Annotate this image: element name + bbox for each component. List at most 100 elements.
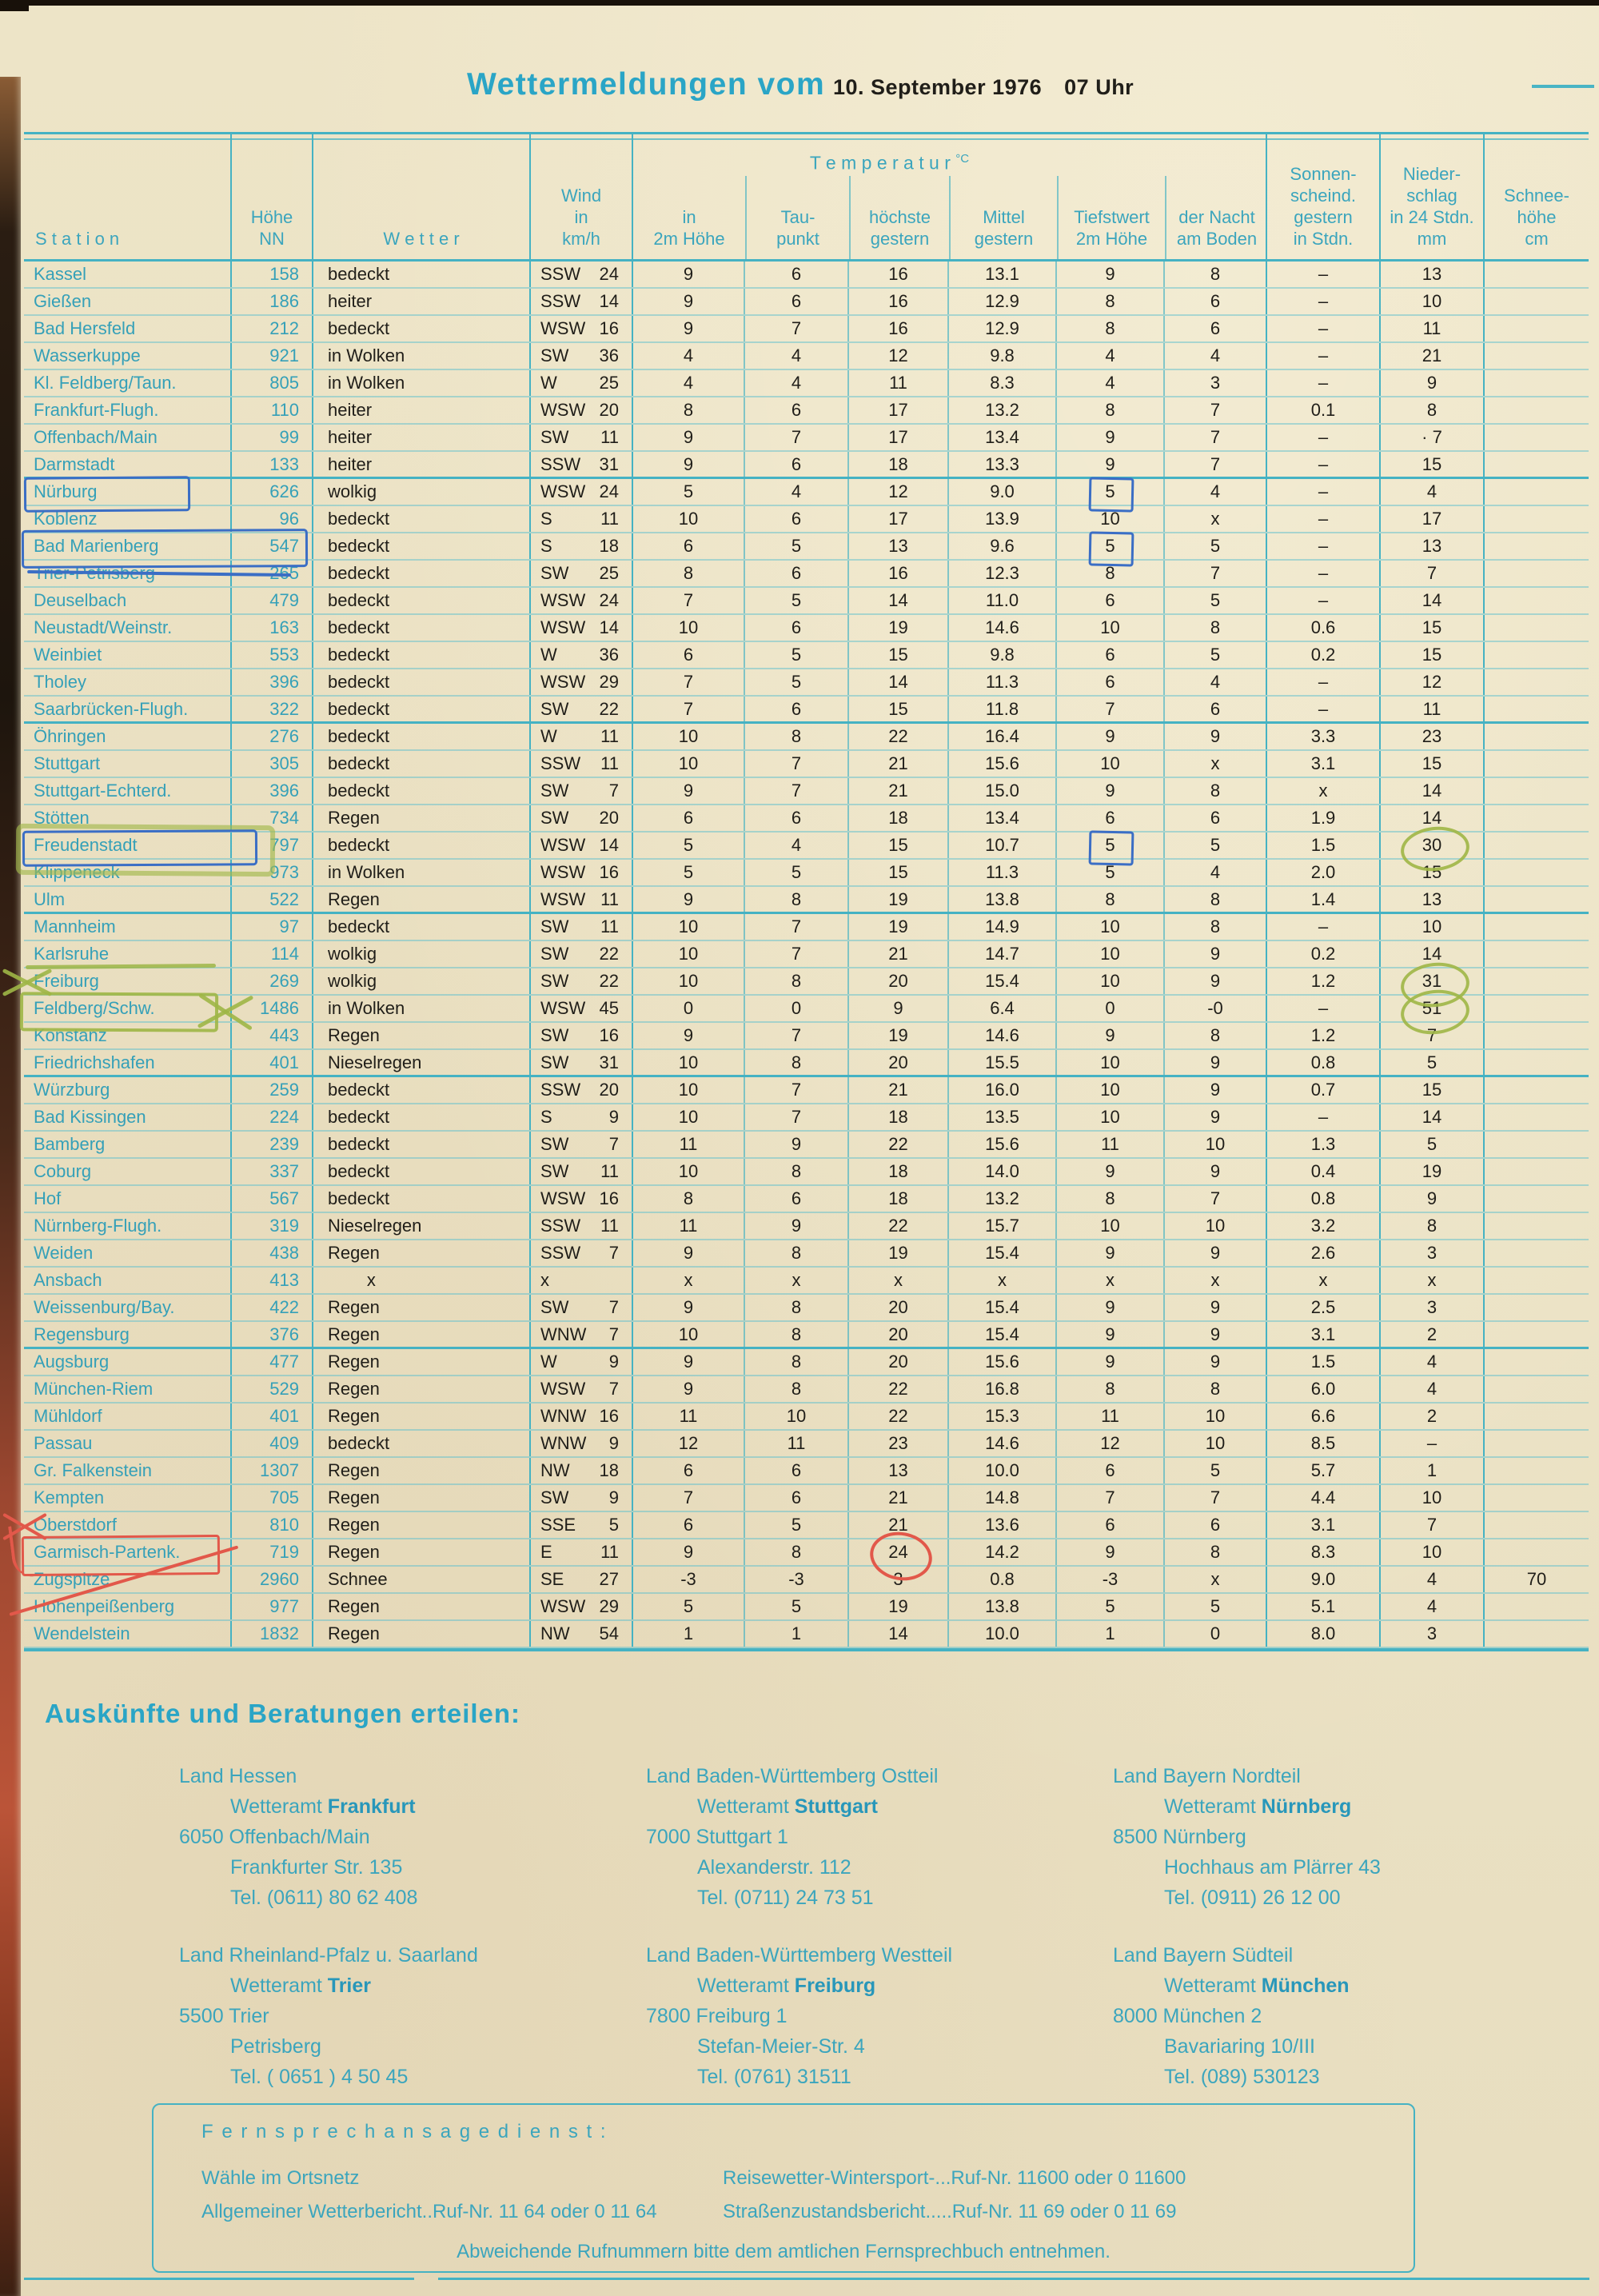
cell-station: Würzburg xyxy=(34,1080,110,1100)
cell-min-2m: 5 xyxy=(1055,860,1163,885)
cell-min-2m: 8 xyxy=(1055,316,1163,341)
cell-station: Mannheim xyxy=(34,916,116,936)
cell-weather: Regen xyxy=(312,1594,529,1619)
cell-precipitation: · 7 xyxy=(1379,425,1483,450)
cell-wind: SW 9 xyxy=(529,1485,632,1511)
cell-max-yesterday: 15 xyxy=(847,642,947,668)
cell-sunshine: 0.2 xyxy=(1266,642,1379,668)
wind-direction: SW xyxy=(540,781,569,801)
col-header-dewpoint: Tau- punkt xyxy=(745,176,849,259)
office-label: Wetteramt xyxy=(697,1795,795,1818)
cell-altitude: 269 xyxy=(230,968,312,994)
cell-min-2m: -3 xyxy=(1055,1567,1163,1592)
cell-station: Karlsruhe xyxy=(34,944,110,964)
wind-direction: x xyxy=(540,1270,549,1290)
cell-min-2m: 10 xyxy=(1055,1077,1163,1103)
cell-snow-depth xyxy=(1483,1132,1589,1157)
cell-weather: heiter xyxy=(312,397,529,423)
cell-weather: bedeckt xyxy=(312,506,529,532)
wind-direction: WSW xyxy=(540,862,586,882)
cell-weather: in Wolken xyxy=(312,996,529,1021)
cell-altitude: 114 xyxy=(230,941,312,967)
cell-mean-yesterday: 13.2 xyxy=(947,1186,1055,1212)
contact-address-line2: Hochhaus am Plärrer 43 xyxy=(1164,1856,1381,1879)
cell-min-ground: 7 xyxy=(1163,561,1266,586)
cell-precipitation: 10 xyxy=(1379,1539,1483,1565)
contact-block: Land Baden-Württemberg Westteil Wetteram… xyxy=(646,1940,1113,2092)
cell-temp-2m: 9 xyxy=(632,289,744,314)
cell-altitude: 396 xyxy=(230,778,312,804)
cell-altitude: 438 xyxy=(230,1240,312,1266)
cell-precipitation: – xyxy=(1379,1431,1483,1456)
cell-temp-2m: 9 xyxy=(632,452,744,477)
cell-mean-yesterday: 10.0 xyxy=(947,1621,1055,1647)
wind-direction: SW xyxy=(540,345,569,365)
contact-phone: Tel. (089) 530123 xyxy=(1164,2066,1320,2088)
cell-sunshine: – xyxy=(1266,697,1379,722)
cell-precipitation: 15 xyxy=(1379,860,1483,885)
temperature-label-text: T e m p e r a t u r xyxy=(809,152,951,174)
cell-precipitation: 9 xyxy=(1379,370,1483,396)
scan-edge-left xyxy=(0,77,21,2296)
cell-mean-yesterday: 0.8 xyxy=(947,1567,1055,1592)
cell-min-2m: 11 xyxy=(1055,1132,1163,1157)
wind-direction: NW xyxy=(540,1623,570,1643)
cell-station: Kassel xyxy=(34,264,87,284)
cell-min-ground: 4 xyxy=(1163,669,1266,695)
cell-temp-2m: 4 xyxy=(632,370,744,396)
wind-direction: SW xyxy=(540,1487,569,1507)
cell-altitude: 522 xyxy=(230,887,312,912)
cell-altitude: 2960 xyxy=(230,1567,312,1592)
cell-mean-yesterday: 14.2 xyxy=(947,1539,1055,1565)
cell-wind: WSW 16 xyxy=(529,860,632,885)
cell-weather: bedeckt xyxy=(312,914,529,940)
wind-speed: 20 xyxy=(599,400,619,420)
cell-dewpoint: 8 xyxy=(744,1050,847,1076)
cell-min-2m: 9 xyxy=(1055,1240,1163,1266)
cell-wind: SW 31 xyxy=(529,1050,632,1076)
cell-station: Coburg xyxy=(34,1161,92,1181)
wind-speed: 11 xyxy=(600,726,619,746)
cell-altitude: 1832 xyxy=(230,1621,312,1647)
cell-max-yesterday: 11 xyxy=(847,370,947,396)
cell-weather: Regen xyxy=(312,1621,529,1647)
cell-precipitation: 19 xyxy=(1379,1159,1483,1184)
wind-speed: 9 xyxy=(608,1433,619,1453)
cell-wind: WSW 11 xyxy=(529,887,632,912)
cell-temp-2m: 6 xyxy=(632,1512,744,1538)
cell-min-2m: 6 xyxy=(1055,642,1163,668)
cell-max-yesterday: 19 xyxy=(847,1240,947,1266)
contact-office: Wetteramt Freiburg xyxy=(697,1971,1113,2001)
table-row: München-Riem 529 Regen WSW 7 9 8 22 16.8… xyxy=(24,1376,1589,1404)
page-bottom-rule-left xyxy=(24,2278,414,2280)
phone-box-dial-note: Wähle im Ortsnetz xyxy=(201,2167,360,2189)
cell-max-yesterday: 22 xyxy=(847,1132,947,1157)
cell-min-2m: 1 xyxy=(1055,1621,1163,1647)
cell-min-ground: 8 xyxy=(1163,1376,1266,1402)
cell-sunshine: 2.5 xyxy=(1266,1295,1379,1320)
page-corner-mark xyxy=(1532,85,1594,88)
wind-speed: 29 xyxy=(599,1596,619,1616)
cell-weather: bedeckt xyxy=(312,588,529,613)
cell-sunshine: 0.7 xyxy=(1266,1077,1379,1103)
cell-snow-depth xyxy=(1483,506,1589,532)
cell-snow-depth xyxy=(1483,1295,1589,1320)
wind-speed: 45 xyxy=(599,998,619,1018)
cell-max-yesterday: 20 xyxy=(847,1050,947,1076)
cell-max-yesterday: 21 xyxy=(847,1512,947,1538)
contact-address-line1: 8500 Nürnberg xyxy=(1113,1826,1246,1848)
cell-wind: SW 25 xyxy=(529,561,632,586)
cell-min-ground: 8 xyxy=(1163,1539,1266,1565)
cell-wind: WSW 7 xyxy=(529,1376,632,1402)
cell-min-2m: 8 xyxy=(1055,289,1163,314)
cell-temp-2m: 9 xyxy=(632,1295,744,1320)
table-row: Bamberg 239 bedeckt SW 7 11 9 22 15.6 11… xyxy=(24,1132,1589,1159)
cell-sunshine: 1.2 xyxy=(1266,1023,1379,1048)
cell-weather: bedeckt xyxy=(312,1077,529,1103)
cell-altitude: 477 xyxy=(230,1349,312,1375)
contact-phone: Tel. (0761) 31511 xyxy=(697,2066,851,2088)
cell-temp-2m: 9 xyxy=(632,887,744,912)
cell-precipitation: 8 xyxy=(1379,397,1483,423)
cell-weather: Schnee xyxy=(312,1567,529,1592)
cell-min-ground: 10 xyxy=(1163,1431,1266,1456)
